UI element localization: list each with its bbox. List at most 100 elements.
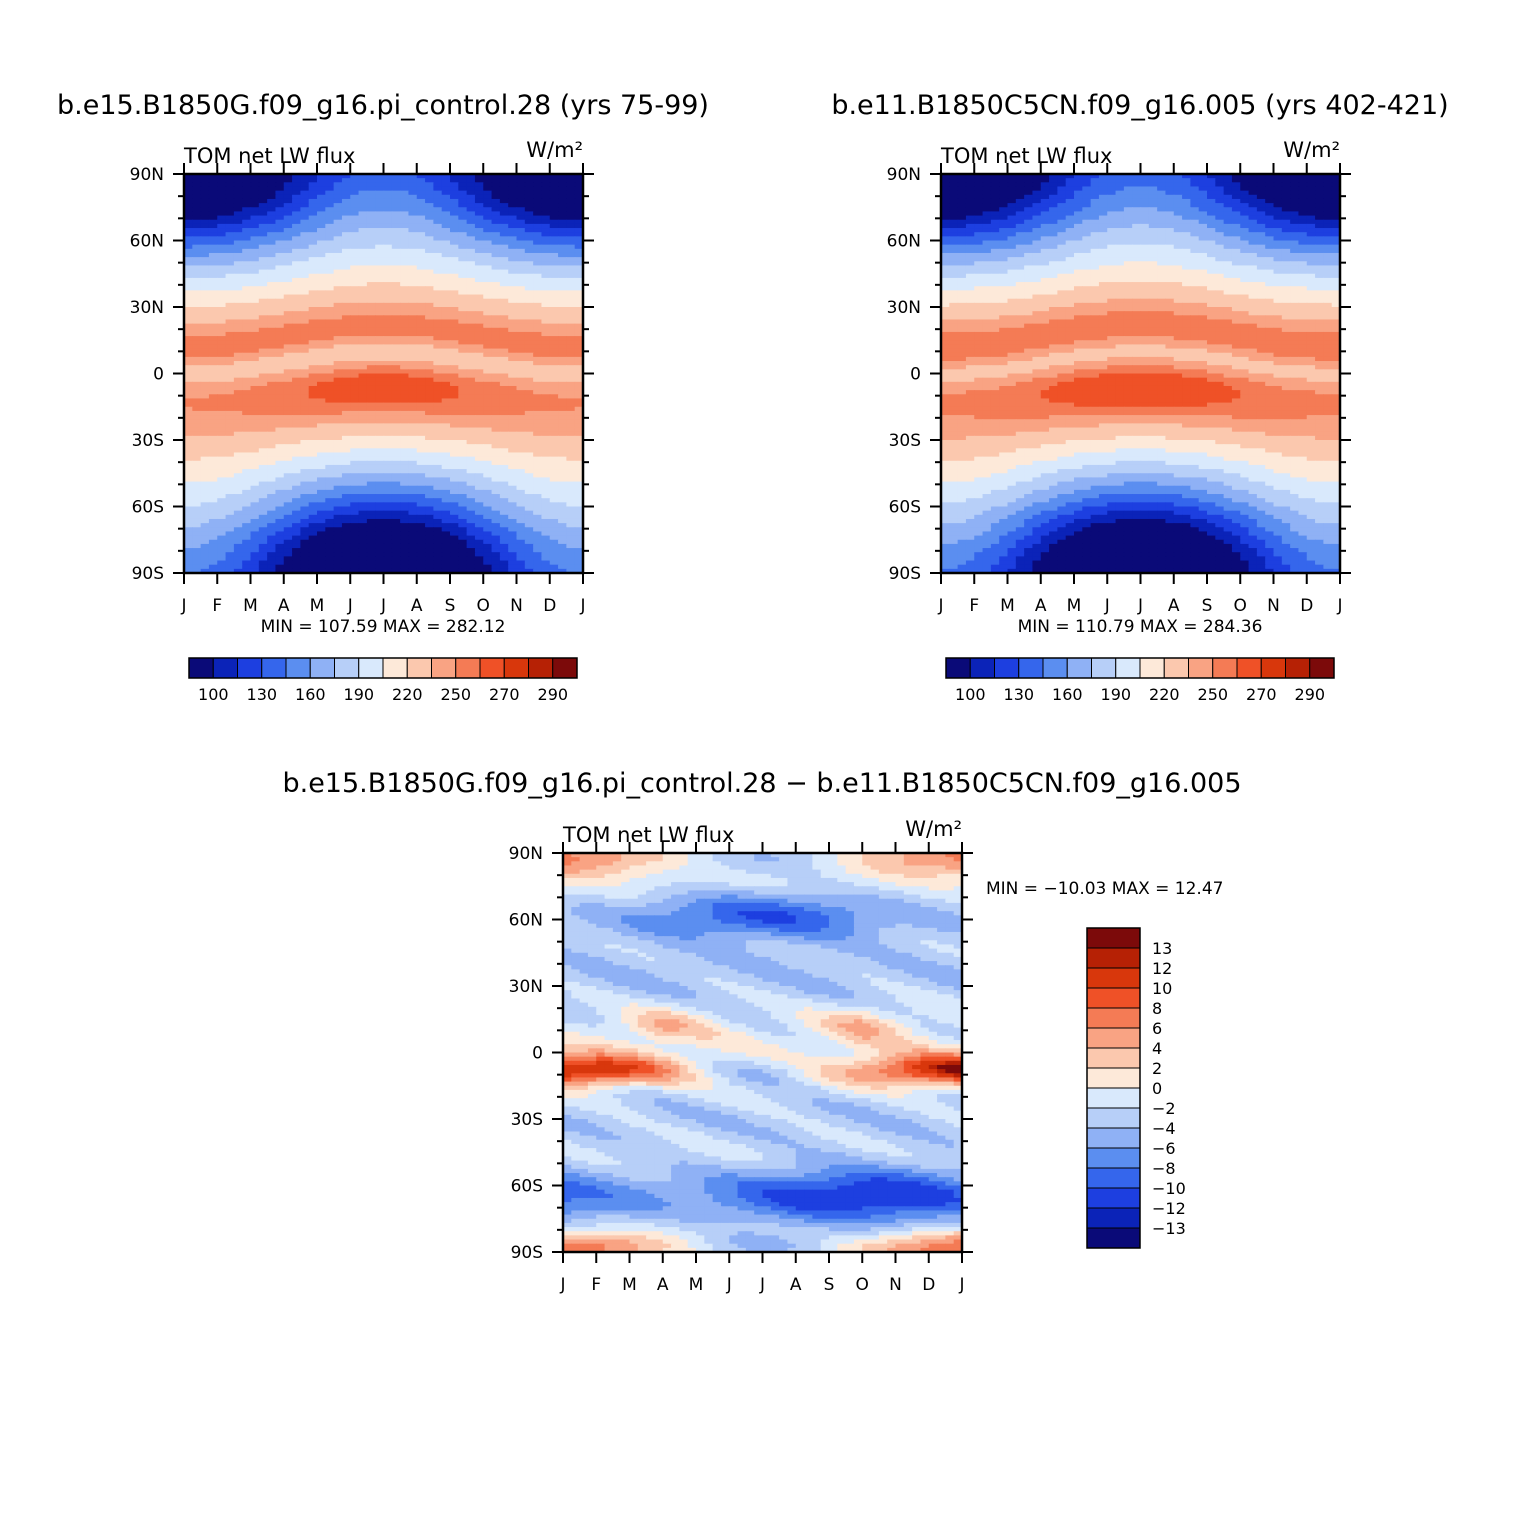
- heatmap-cell: [292, 282, 301, 287]
- heatmap-cell: [517, 432, 526, 437]
- heatmap-cell: [467, 203, 476, 208]
- heatmap-cell: [275, 452, 284, 457]
- heatmap-cell: [184, 365, 193, 370]
- heatmap-cell: [500, 457, 509, 462]
- heatmap-cell: [251, 386, 260, 391]
- heatmap-cell: [417, 274, 426, 279]
- heatmap-cell: [1157, 195, 1166, 200]
- heatmap-cell: [1240, 186, 1249, 191]
- heatmap-cell: [234, 303, 243, 308]
- heatmap-cell: [234, 278, 243, 283]
- heatmap-cell: [300, 307, 309, 312]
- heatmap-cell: [475, 349, 484, 354]
- heatmap-cell: [267, 195, 276, 200]
- heatmap-cell: [317, 398, 326, 403]
- heatmap-cell: [384, 336, 393, 341]
- heatmap-cell: [342, 403, 351, 408]
- heatmap-cell: [566, 556, 575, 561]
- heatmap-cell: [334, 415, 343, 420]
- heatmap-cell: [359, 515, 368, 520]
- heatmap-cell: [558, 295, 567, 300]
- heatmap-cell: [300, 290, 309, 295]
- heatmap-cell: [309, 286, 318, 291]
- heatmap-cell: [242, 191, 251, 196]
- heatmap-cell: [292, 299, 301, 304]
- heatmap-cell: [966, 195, 975, 200]
- heatmap-cell: [475, 270, 484, 275]
- heatmap-cell: [359, 369, 368, 374]
- heatmap-cell: [525, 211, 534, 216]
- heatmap-cell: [259, 515, 268, 520]
- heatmap-cell: [342, 299, 351, 304]
- heatmap-cell: [284, 540, 293, 545]
- heatmap-cell: [242, 469, 251, 474]
- heatmap-cell: [342, 274, 351, 279]
- heatmap-cell: [375, 207, 384, 212]
- heatmap-cell: [317, 448, 326, 453]
- heatmap-cell: [458, 511, 467, 516]
- heatmap-cell: [442, 394, 451, 399]
- heatmap-cell: [475, 452, 484, 457]
- heatmap-cell: [267, 378, 276, 383]
- heatmap-cell: [375, 556, 384, 561]
- heatmap-cell: [533, 245, 542, 250]
- heatmap-cell: [359, 444, 368, 449]
- heatmap-cell: [541, 182, 550, 187]
- heatmap-cell: [483, 265, 492, 270]
- heatmap-cell: [367, 477, 376, 482]
- heatmap-cell: [450, 278, 459, 283]
- heatmap-cell: [508, 398, 517, 403]
- heatmap-cell: [226, 324, 235, 329]
- heatmap-cell: [267, 286, 276, 291]
- heatmap-cell: [251, 432, 260, 437]
- heatmap-cell: [367, 261, 376, 266]
- heatmap-cell: [192, 548, 201, 553]
- heatmap-cell: [450, 282, 459, 287]
- heatmap-cell: [251, 282, 260, 287]
- heatmap-cell: [425, 236, 434, 241]
- heatmap-cell: [558, 336, 567, 341]
- heatmap-cell: [475, 257, 484, 262]
- heatmap-cell: [450, 374, 459, 379]
- heatmap-cell: [392, 232, 401, 237]
- heatmap-cell: [209, 295, 218, 300]
- heatmap-cell: [467, 490, 476, 495]
- heatmap-cell: [184, 536, 193, 541]
- heatmap-cell: [375, 224, 384, 229]
- heatmap-cell: [359, 498, 368, 503]
- heatmap-cell: [350, 299, 359, 304]
- heatmap-cell: [1265, 199, 1274, 204]
- heatmap-cell: [226, 249, 235, 254]
- heatmap-cell: [292, 286, 301, 291]
- heatmap-cell: [192, 390, 201, 395]
- heatmap-cell: [458, 465, 467, 470]
- heatmap-cell: [408, 241, 417, 246]
- heatmap-cell: [417, 531, 426, 536]
- heatmap-cell: [284, 536, 293, 541]
- heatmap-cell: [334, 531, 343, 536]
- heatmap-cell: [217, 191, 226, 196]
- heatmap-cell: [458, 340, 467, 345]
- heatmap-cell: [284, 319, 293, 324]
- heatmap-cell: [209, 461, 218, 466]
- heatmap-cell: [1224, 186, 1233, 191]
- heatmap-cell: [392, 249, 401, 254]
- heatmap-cell: [541, 365, 550, 370]
- heatmap-cell: [375, 220, 384, 225]
- heatmap-cell: [251, 374, 260, 379]
- heatmap-cell: [458, 199, 467, 204]
- heatmap-cell: [566, 245, 575, 250]
- heatmap-cell: [201, 419, 210, 424]
- heatmap-cell: [342, 286, 351, 291]
- heatmap-cell: [425, 382, 434, 387]
- heatmap-cell: [475, 211, 484, 216]
- heatmap-cell: [525, 216, 534, 221]
- heatmap-cell: [292, 295, 301, 300]
- heatmap-cell: [201, 502, 210, 507]
- heatmap-cell: [442, 494, 451, 499]
- heatmap-cell: [184, 531, 193, 536]
- heatmap-cell: [300, 236, 309, 241]
- heatmap-cell: [334, 340, 343, 345]
- heatmap-cell: [458, 477, 467, 482]
- heatmap-cell: [259, 328, 268, 333]
